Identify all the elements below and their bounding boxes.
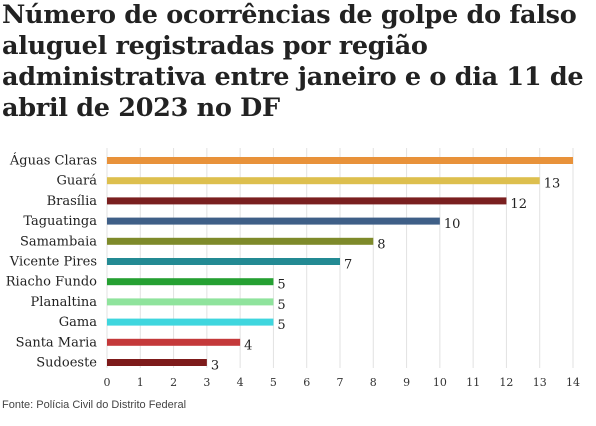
x-tick-label: 4 xyxy=(237,376,244,389)
category-label: Sudoeste xyxy=(36,356,97,371)
value-labels: 13 12 10 8 7 5 5 5 4 3 xyxy=(211,177,560,374)
value-label: 3 xyxy=(211,359,219,374)
category-label: Riacho Fundo xyxy=(6,275,97,290)
x-tick-label: 12 xyxy=(499,376,513,389)
value-label: 12 xyxy=(510,197,527,212)
category-label: Santa Maria xyxy=(16,335,98,350)
value-label: 5 xyxy=(277,298,285,313)
x-tick-label: 11 xyxy=(466,376,480,389)
x-tick-label: 8 xyxy=(370,376,377,389)
category-label: Águas Claras xyxy=(9,153,97,169)
x-tick-label: 6 xyxy=(303,376,310,389)
bar xyxy=(107,258,340,265)
bar xyxy=(107,318,274,326)
bar xyxy=(107,237,374,245)
category-label: Gama xyxy=(59,315,97,330)
x-tick-label: 13 xyxy=(533,376,547,389)
bar xyxy=(107,217,440,225)
bar xyxy=(107,359,207,366)
value-label: 4 xyxy=(244,338,252,353)
source-note: Fonte: Polícia Civil do Distrito Federal xyxy=(2,399,187,411)
category-label: Samambaia xyxy=(20,234,97,249)
value-label: 7 xyxy=(344,258,352,273)
bar xyxy=(107,338,241,346)
category-label: Vicente Pires xyxy=(9,255,97,270)
x-tick-label: 10 xyxy=(433,376,447,389)
bars xyxy=(107,157,573,366)
value-label: 5 xyxy=(277,318,285,333)
x-tick-label: 14 xyxy=(566,376,580,389)
x-tick-label: 0 xyxy=(104,376,111,389)
category-label: Guará xyxy=(57,174,98,189)
x-tick-label: 3 xyxy=(203,376,210,389)
category-labels: Águas Claras Guará Brasília Taguatinga Samam… xyxy=(6,153,98,371)
value-label: 5 xyxy=(277,278,285,293)
value-label: 13 xyxy=(544,177,561,192)
x-tick-label: 1 xyxy=(137,376,144,389)
category-label: Brasília xyxy=(47,194,98,209)
chart-title: Número de ocorrências de golpe do falso … xyxy=(2,0,584,123)
x-tick-label: 9 xyxy=(403,376,410,389)
value-label: 10 xyxy=(444,217,461,232)
x-axis-ticks: 0 1 2 3 4 5 6 7 8 9 10 11 12 13 14 xyxy=(104,376,581,389)
value-label: 8 xyxy=(377,237,385,252)
x-tick-label: 2 xyxy=(170,376,177,389)
x-tick-label: 5 xyxy=(270,376,277,389)
bar xyxy=(107,298,274,306)
bar xyxy=(107,157,573,164)
bar xyxy=(107,197,507,205)
bar xyxy=(107,177,540,185)
bar xyxy=(107,278,274,286)
category-label: Planaltina xyxy=(31,295,98,310)
x-tick-label: 7 xyxy=(337,376,344,389)
category-label: Taguatinga xyxy=(23,214,97,229)
